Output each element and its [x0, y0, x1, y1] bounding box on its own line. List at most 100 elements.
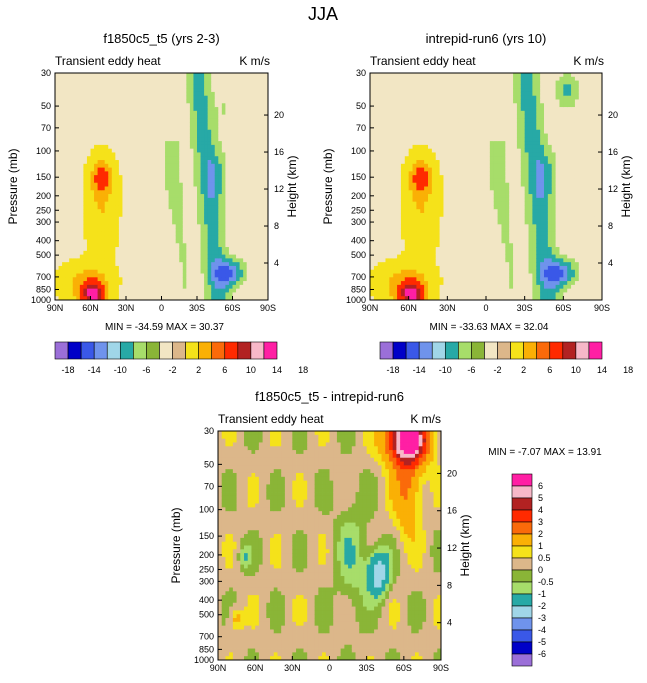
- heatmap-cell: [136, 262, 141, 267]
- heatmap-cell: [420, 144, 425, 150]
- heatmap-cell: [101, 99, 106, 104]
- heatmap-cell: [260, 133, 265, 138]
- heatmap-cell: [136, 76, 141, 81]
- heatmap-cell: [207, 265, 212, 271]
- heatmap-cell: [83, 107, 88, 112]
- heatmap-cell: [197, 148, 201, 153]
- heatmap-cell: [65, 114, 70, 119]
- heatmap-cell: [136, 258, 141, 263]
- heatmap-cell: [172, 265, 177, 271]
- heatmap-cell: [189, 73, 194, 78]
- heatmap-cell: [416, 167, 421, 172]
- heatmap-cell: [397, 167, 402, 172]
- heatmap-cell: [389, 95, 394, 100]
- heatmap-cell: [416, 152, 421, 157]
- heatmap-cell: [161, 99, 166, 104]
- heatmap-cell: [133, 284, 138, 290]
- heatmap-cell: [416, 235, 421, 240]
- heatmap-cell: [101, 209, 106, 214]
- heatmap-cell: [69, 277, 74, 282]
- heatmap-cell: [207, 144, 212, 150]
- heatmap-cell: [126, 243, 130, 248]
- heatmap-cell: [370, 163, 375, 168]
- heatmap-cell: [239, 265, 244, 271]
- heatmap-cell: [104, 103, 109, 108]
- heatmap-cell: [62, 84, 67, 89]
- heatmap-cell: [424, 125, 429, 131]
- heatmap-cell: [72, 167, 77, 172]
- heatmap-cell: [221, 239, 226, 244]
- heatmap-cell: [172, 80, 177, 85]
- heatmap-cell: [428, 95, 433, 100]
- heatmap-cell: [101, 103, 106, 108]
- heatmap-cell: [443, 103, 448, 108]
- heatmap-cell: [370, 284, 375, 290]
- heatmap-cell: [451, 148, 456, 153]
- heatmap-cell: [225, 118, 230, 123]
- heatmap-cell: [69, 175, 74, 180]
- heatmap-cell: [179, 228, 184, 233]
- heatmap-cell: [94, 186, 98, 191]
- heatmap-cell: [65, 216, 70, 221]
- heatmap-cell: [97, 167, 102, 172]
- heatmap-cell: [225, 156, 230, 161]
- heatmap-cell: [389, 152, 394, 157]
- heatmap-cell: [439, 133, 444, 138]
- heatmap-cell: [175, 212, 180, 218]
- heatmap-cell: [439, 73, 444, 78]
- heatmap-cell: [200, 152, 205, 157]
- heatmap-cell: [126, 209, 130, 214]
- heatmap-cell: [168, 186, 173, 191]
- heatmap-cell: [370, 201, 375, 206]
- heatmap-cell: [83, 141, 88, 146]
- heatmap-cell: [72, 243, 77, 248]
- heatmap-cell: [150, 175, 155, 180]
- y-right-tick-label: 20: [274, 110, 284, 120]
- heatmap-cell: [373, 156, 379, 161]
- heatmap-cell: [207, 231, 212, 237]
- heatmap-cell: [228, 273, 233, 278]
- heatmap-cell: [182, 224, 187, 229]
- heatmap-cell: [111, 122, 116, 127]
- heatmap-cell: [214, 178, 219, 184]
- heatmap-cell: [204, 231, 209, 237]
- heatmap-cell: [104, 84, 109, 89]
- heatmap-cell: [157, 144, 162, 150]
- heatmap-cell: [253, 160, 258, 165]
- heatmap-cell: [65, 273, 70, 278]
- heatmap-cell: [129, 209, 134, 214]
- heatmap-cell: [168, 250, 173, 255]
- heatmap-cell: [122, 228, 127, 233]
- heatmap-cell: [385, 224, 390, 229]
- heatmap-cell: [165, 190, 169, 195]
- heatmap-cell: [420, 95, 425, 100]
- heatmap-cell: [193, 160, 198, 165]
- heatmap-cell: [147, 137, 152, 142]
- heatmap-cell: [200, 288, 205, 293]
- heatmap-cell: [257, 228, 262, 233]
- heatmap-cell: [443, 175, 448, 180]
- heatmap-cell: [236, 281, 240, 286]
- heatmap-cell: [83, 247, 88, 252]
- heatmap-cell: [172, 220, 177, 225]
- heatmap-cell: [370, 144, 375, 150]
- heatmap-cell: [250, 220, 255, 225]
- heatmap-cell: [204, 88, 209, 93]
- heatmap-cell: [129, 122, 134, 127]
- heatmap-cell: [389, 190, 394, 195]
- heatmap-cell: [147, 209, 152, 214]
- heatmap-cell: [439, 231, 444, 237]
- heatmap-cell: [221, 197, 226, 203]
- heatmap-cell: [101, 288, 106, 293]
- heatmap-cell: [179, 118, 184, 123]
- heatmap-cell: [97, 235, 102, 240]
- heatmap-cell: [377, 156, 382, 161]
- heatmap-cell: [122, 216, 127, 221]
- heatmap-cell: [157, 84, 162, 89]
- heatmap-cell: [111, 212, 116, 218]
- heatmap-cell: [420, 265, 425, 271]
- heatmap-cell: [200, 137, 205, 142]
- heatmap-cell: [129, 235, 134, 240]
- heatmap-cell: [94, 152, 98, 157]
- heatmap-cell: [147, 296, 152, 301]
